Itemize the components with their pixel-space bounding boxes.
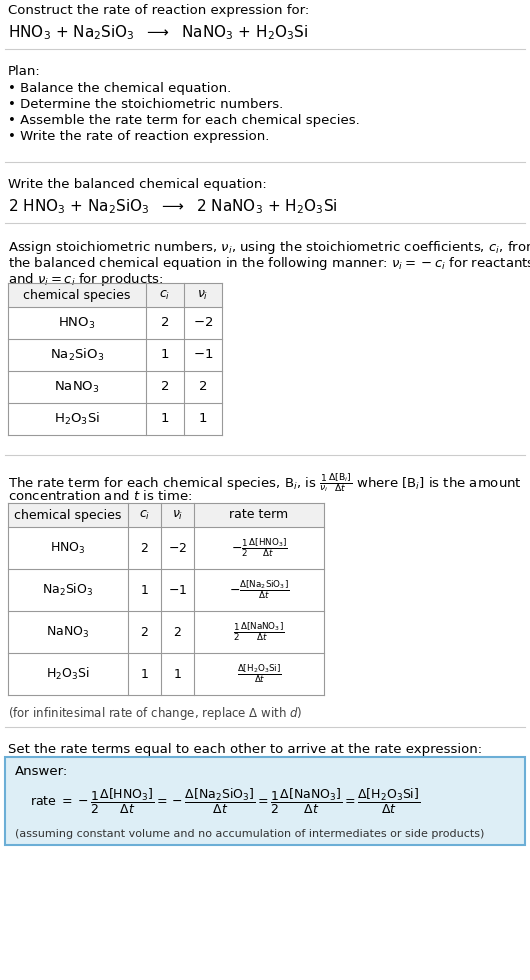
- Text: Assign stoichiometric numbers, $\nu_i$, using the stoichiometric coefficients, $: Assign stoichiometric numbers, $\nu_i$, …: [8, 239, 530, 256]
- Text: chemical species: chemical species: [14, 509, 122, 521]
- Text: 1: 1: [140, 583, 148, 597]
- Text: 1: 1: [199, 413, 207, 425]
- Text: $\nu_i$: $\nu_i$: [197, 288, 209, 302]
- Text: $-\frac{1}{2}\frac{\Delta[\mathrm{HNO_3}]}{\Delta t}$: $-\frac{1}{2}\frac{\Delta[\mathrm{HNO_3}…: [231, 537, 287, 560]
- Text: The rate term for each chemical species, B$_i$, is $\frac{1}{\nu_i}\frac{\Delta[: The rate term for each chemical species,…: [8, 471, 522, 494]
- Text: 1: 1: [161, 349, 169, 362]
- Text: • Determine the stoichiometric numbers.: • Determine the stoichiometric numbers.: [8, 98, 283, 111]
- Text: $\mathrm{NaNO_3}$: $\mathrm{NaNO_3}$: [47, 624, 90, 640]
- Text: 2: 2: [161, 317, 169, 329]
- Text: $-1$: $-1$: [168, 583, 187, 597]
- Text: • Write the rate of reaction expression.: • Write the rate of reaction expression.: [8, 130, 269, 143]
- Text: • Assemble the rate term for each chemical species.: • Assemble the rate term for each chemic…: [8, 114, 360, 127]
- Text: Write the balanced chemical equation:: Write the balanced chemical equation:: [8, 178, 267, 191]
- Text: $\mathrm{HNO_3}$: $\mathrm{HNO_3}$: [50, 540, 86, 556]
- Text: 1: 1: [140, 667, 148, 680]
- Text: chemical species: chemical species: [23, 288, 131, 302]
- Text: $\nu_i$: $\nu_i$: [172, 509, 183, 521]
- Text: $2\ \mathrm{HNO_3}$ + $\mathrm{Na_2SiO_3}$  $\longrightarrow$  $2\ \mathrm{NaNO_: $2\ \mathrm{HNO_3}$ + $\mathrm{Na_2SiO_3…: [8, 197, 338, 216]
- Text: $-\frac{\Delta[\mathrm{Na_2SiO_3}]}{\Delta t}$: $-\frac{\Delta[\mathrm{Na_2SiO_3}]}{\Del…: [229, 578, 289, 602]
- Text: $\frac{\Delta[\mathrm{H_2O_3Si}]}{\Delta t}$: $\frac{\Delta[\mathrm{H_2O_3Si}]}{\Delta…: [236, 662, 281, 685]
- Text: 1: 1: [173, 667, 181, 680]
- Text: Set the rate terms equal to each other to arrive at the rate expression:: Set the rate terms equal to each other t…: [8, 743, 482, 756]
- Text: concentration and $t$ is time:: concentration and $t$ is time:: [8, 489, 192, 503]
- Text: rate term: rate term: [229, 509, 288, 521]
- Text: Plan:: Plan:: [8, 65, 41, 78]
- Text: $-1$: $-1$: [193, 349, 213, 362]
- Text: • Balance the chemical equation.: • Balance the chemical equation.: [8, 82, 231, 95]
- Text: $\mathrm{H_2O_3Si}$: $\mathrm{H_2O_3Si}$: [46, 666, 90, 682]
- FancyBboxPatch shape: [5, 757, 525, 845]
- Text: 1: 1: [161, 413, 169, 425]
- Text: $c_i$: $c_i$: [160, 288, 171, 302]
- Text: $\mathrm{HNO_3}$: $\mathrm{HNO_3}$: [58, 316, 96, 330]
- Text: $\frac{1}{2}\frac{\Delta[\mathrm{NaNO_3}]}{\Delta t}$: $\frac{1}{2}\frac{\Delta[\mathrm{NaNO_3}…: [233, 620, 285, 643]
- Text: 2: 2: [140, 625, 148, 639]
- Text: $\mathrm{HNO_3}$ + $\mathrm{Na_2SiO_3}$  $\longrightarrow$  $\mathrm{NaNO_3}$ + : $\mathrm{HNO_3}$ + $\mathrm{Na_2SiO_3}$ …: [8, 23, 308, 42]
- Text: Answer:: Answer:: [15, 765, 68, 778]
- Bar: [8, 503, 324, 527]
- Text: 2: 2: [161, 380, 169, 394]
- Text: $\mathrm{NaNO_3}$: $\mathrm{NaNO_3}$: [54, 379, 100, 395]
- Text: (for infinitesimal rate of change, replace $\Delta$ with $d$): (for infinitesimal rate of change, repla…: [8, 705, 303, 722]
- Text: the balanced chemical equation in the following manner: $\nu_i = -c_i$ for react: the balanced chemical equation in the fo…: [8, 255, 530, 272]
- Text: 2: 2: [173, 625, 181, 639]
- Text: Construct the rate of reaction expression for:: Construct the rate of reaction expressio…: [8, 4, 309, 17]
- Text: 2: 2: [140, 542, 148, 555]
- Bar: [8, 283, 222, 307]
- Text: $\mathrm{Na_2SiO_3}$: $\mathrm{Na_2SiO_3}$: [50, 347, 104, 363]
- Text: $-2$: $-2$: [168, 542, 187, 555]
- Text: $c_i$: $c_i$: [139, 509, 150, 521]
- Text: and $\nu_i = c_i$ for products:: and $\nu_i = c_i$ for products:: [8, 271, 164, 288]
- Text: rate $= -\dfrac{1}{2}\dfrac{\Delta[\mathrm{HNO_3}]}{\Delta t}= -\dfrac{\Delta[\m: rate $= -\dfrac{1}{2}\dfrac{\Delta[\math…: [30, 787, 420, 816]
- Text: $\mathrm{Na_2SiO_3}$: $\mathrm{Na_2SiO_3}$: [42, 582, 94, 598]
- Text: $\mathrm{H_2O_3Si}$: $\mathrm{H_2O_3Si}$: [54, 411, 100, 427]
- Text: (assuming constant volume and no accumulation of intermediates or side products): (assuming constant volume and no accumul…: [15, 829, 484, 839]
- Text: $-2$: $-2$: [193, 317, 213, 329]
- Text: 2: 2: [199, 380, 207, 394]
